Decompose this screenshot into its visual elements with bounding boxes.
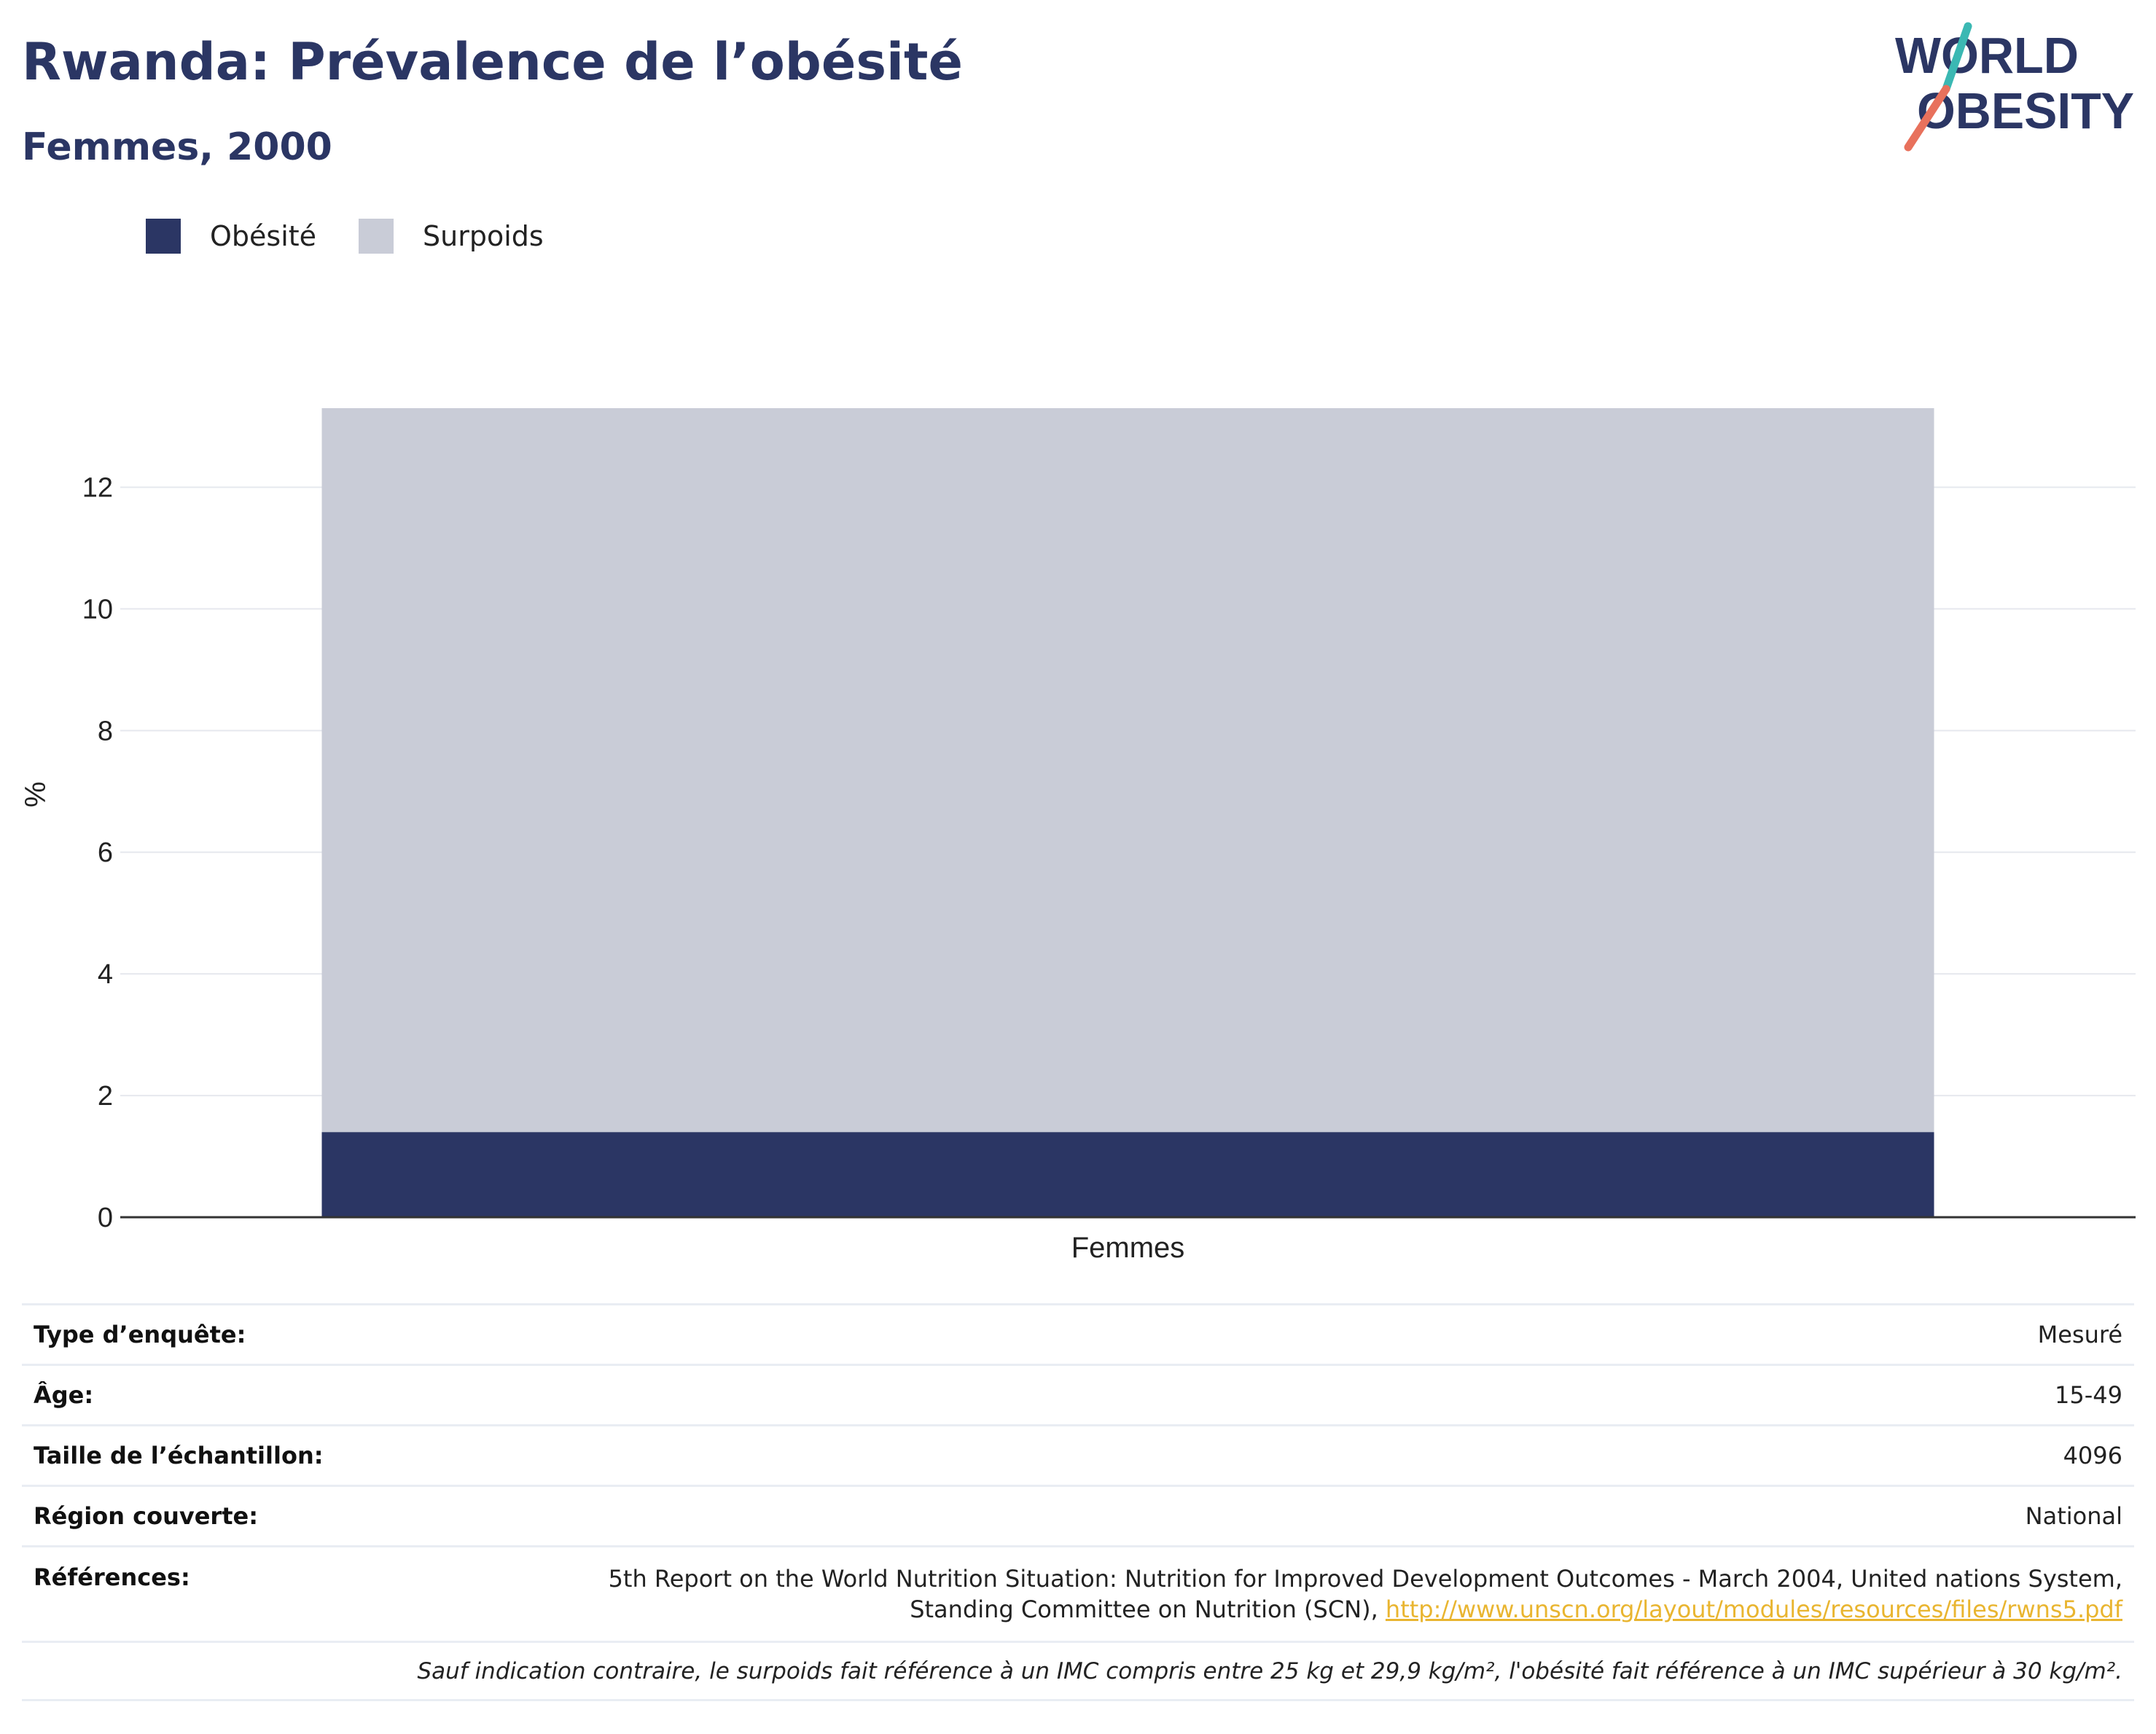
y-tick-label: 2 — [98, 1081, 113, 1112]
y-tick-label: 6 — [98, 837, 113, 868]
legend-label-obesite: Obésité — [210, 220, 317, 252]
y-axis-ticks: 0 2 4 6 8 10 12 — [82, 472, 113, 1233]
chart-bars — [321, 408, 1934, 1217]
survey-type-value: Mesuré — [2037, 1321, 2122, 1348]
legend-label-surpoids: Surpoids — [423, 220, 544, 252]
info-row-region: Région couverte: National — [22, 1485, 2134, 1545]
info-row-age: Âge: 15-49 — [22, 1364, 2134, 1424]
references-label: Références: — [34, 1563, 190, 1591]
y-tick-label: 8 — [98, 716, 113, 746]
logo-slash-teal — [1942, 22, 1972, 93]
y-tick-label: 4 — [98, 959, 113, 990]
world-obesity-logo: WORLD OBESITY — [1895, 22, 2134, 152]
x-tick-label: Femmes — [1071, 1232, 1185, 1264]
logo-slash-coral — [1904, 85, 1950, 152]
survey-type-label: Type d’enquête: — [34, 1321, 246, 1348]
y-axis-label: % — [20, 781, 52, 808]
region-label: Région couverte: — [34, 1502, 258, 1530]
chart-legend: Obésité Surpoids — [146, 216, 586, 257]
age-label: Âge: — [34, 1381, 94, 1409]
logo-line-world: WORLD — [1895, 27, 2079, 84]
info-row-references: Références: 5th Report on the World Nutr… — [22, 1545, 2134, 1641]
references-text-line2-wrap: Standing Committee on Nutrition (SCN), h… — [609, 1594, 2122, 1625]
survey-info-table: Type d’enquête: Mesuré Âge: 15-49 Taille… — [22, 1303, 2134, 1701]
info-row-note: Sauf indication contraire, le surpoids f… — [22, 1641, 2134, 1701]
logo-line-obesity: OBESITY — [1917, 82, 2134, 139]
legend-item-obesite[interactable]: Obésité — [146, 219, 316, 254]
y-tick-label: 10 — [82, 594, 113, 625]
references-text-line1: 5th Report on the World Nutrition Situat… — [608, 1565, 2122, 1593]
references-value: 5th Report on the World Nutrition Situat… — [609, 1563, 2122, 1625]
age-value: 15-49 — [2055, 1381, 2122, 1409]
info-row-sample-size: Taille de l’échantillon: 4096 — [22, 1424, 2134, 1485]
y-tick-label: 0 — [98, 1203, 113, 1233]
bar-ob-sit-[interactable] — [321, 1132, 1934, 1217]
bmi-definition-note: Sauf indication contraire, le surpoids f… — [417, 1657, 2122, 1684]
region-value: National — [2025, 1502, 2122, 1530]
legend-item-surpoids[interactable]: Surpoids — [359, 219, 544, 254]
page-title: Rwanda: Prévalence de l’obésité — [22, 32, 963, 92]
legend-swatch-surpoids — [359, 219, 394, 254]
legend-swatch-obesite — [146, 219, 181, 254]
sample-size-value: 4096 — [2063, 1442, 2122, 1469]
references-link[interactable]: http://www.unscn.org/layout/modules/reso… — [1385, 1596, 2122, 1623]
x-axis-ticks: Femmes — [1071, 1232, 1185, 1264]
bar-surpoids[interactable] — [321, 408, 1934, 1133]
sample-size-label: Taille de l’échantillon: — [34, 1442, 324, 1469]
info-row-survey-type: Type d’enquête: Mesuré — [22, 1303, 2134, 1364]
y-tick-label: 12 — [82, 472, 113, 503]
references-text-line2: Standing Committee on Nutrition (SCN), — [910, 1596, 1378, 1623]
page-subtitle: Femmes, 2000 — [22, 125, 332, 169]
stacked-bar-chart: 0 2 4 6 8 10 12 Femmes % — [20, 408, 2136, 1264]
